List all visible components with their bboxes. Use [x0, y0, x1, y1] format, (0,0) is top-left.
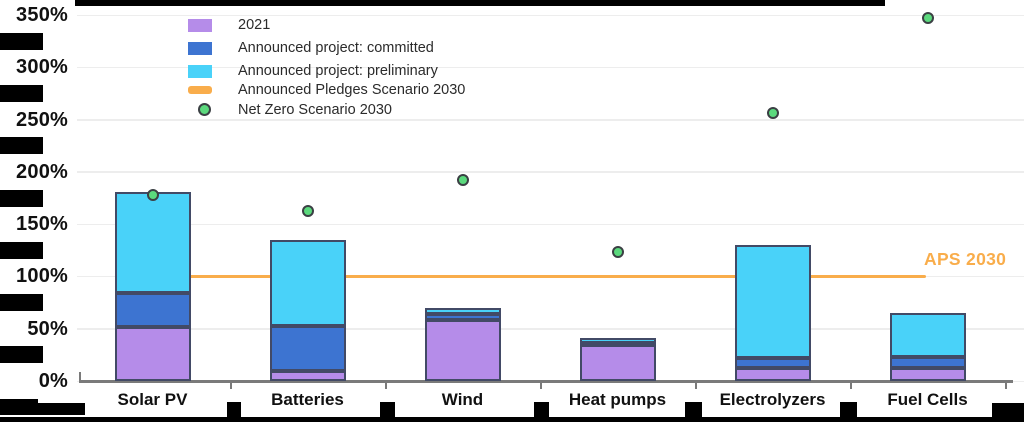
- bar-segment-solar-pv: [114, 191, 191, 294]
- gridline: [77, 14, 1024, 16]
- bar-segment-electrolyzers: [734, 357, 811, 369]
- y-axis-tick-label: 100%: [16, 265, 68, 288]
- y-axis-tick-label: 0%: [38, 370, 68, 392]
- bar-segment-wind: [424, 320, 501, 381]
- bar-segment-fuel-cells: [889, 356, 966, 369]
- legend-item-label: Net Zero Scenario 2030: [238, 102, 392, 118]
- bar-segment-solar-pv: [114, 293, 191, 327]
- x-axis-category-label: Heat pumps: [568, 390, 667, 409]
- aps-2030-annotation: APS 2030: [924, 249, 1007, 269]
- legend-item-label: Announced project: preliminary: [238, 63, 438, 79]
- bar-segment-electrolyzers: [734, 368, 811, 381]
- x-axis-line: [79, 379, 1013, 383]
- x-axis-category-label: Electrolyzers: [719, 390, 826, 409]
- x-axis-tick: [385, 381, 387, 389]
- black-redaction-bar: [0, 84, 43, 102]
- x-axis-category-label: Wind: [441, 390, 484, 409]
- gridline: [77, 66, 1024, 69]
- black-redaction-bar: [0, 32, 43, 50]
- bar-segment-heat-pumps: [579, 343, 656, 348]
- bar-segment-batteries: [269, 325, 346, 371]
- legend-circle-icon: [198, 103, 211, 116]
- x-axis-tick: [1005, 381, 1007, 389]
- legend-swatch-icon: [188, 64, 212, 78]
- bar-segment-heat-pumps: [579, 338, 656, 344]
- legend-line-icon: [188, 86, 212, 94]
- black-redaction-bar: [0, 417, 1024, 422]
- y-axis-tick-label: 200%: [16, 160, 68, 183]
- nze-2030-marker: [921, 12, 934, 25]
- bar-segment-solar-pv: [114, 326, 191, 381]
- black-redaction-bar: [0, 346, 43, 364]
- black-redaction-bar: [227, 402, 241, 417]
- bar-segment-batteries: [269, 239, 346, 326]
- x-axis-category-label: Batteries: [271, 390, 344, 409]
- black-redaction-bar: [0, 189, 43, 207]
- black-redaction-bar: [0, 294, 43, 311]
- x-axis-category-label: Solar PV: [117, 390, 188, 409]
- gridline: [77, 223, 1024, 226]
- x-axis-tick: [850, 381, 852, 389]
- y-axis-tick-label: 350%: [16, 4, 68, 26]
- black-redaction-bar: [685, 402, 702, 417]
- bar-segment-heat-pumps: [579, 344, 656, 381]
- legend-item[interactable]: Announced project: preliminary: [188, 61, 568, 81]
- x-axis-category-label: Fuel Cells: [887, 390, 968, 409]
- gridline: [77, 119, 1024, 121]
- nze-2030-marker: [301, 204, 314, 217]
- black-redaction-bar: [0, 399, 38, 415]
- bar-segment-batteries: [269, 370, 346, 381]
- nze-2030-marker: [611, 246, 624, 259]
- legend-item[interactable]: 2021: [188, 15, 568, 35]
- y-axis-tick-label: 150%: [16, 213, 68, 236]
- black-redaction-bar: [75, 0, 885, 6]
- black-redaction-bar: [38, 403, 85, 415]
- y-axis-tick-label: 50%: [27, 317, 68, 340]
- legend-item-label: Announced project: committed: [238, 40, 434, 56]
- bar-segment-electrolyzers: [734, 245, 811, 358]
- nze-2030-marker: [456, 174, 469, 187]
- black-redaction-bar: [380, 402, 395, 417]
- gridline: [77, 171, 1024, 173]
- legend-item[interactable]: Net Zero Scenario 2030: [188, 100, 568, 120]
- bar-segment-wind: [424, 314, 501, 321]
- nze-2030-marker: [766, 107, 779, 120]
- black-redaction-bar: [534, 402, 549, 417]
- bar-segment-fuel-cells: [889, 368, 966, 381]
- legend-item[interactable]: Announced project: committed: [188, 38, 568, 58]
- black-redaction-bar: [0, 137, 43, 155]
- x-axis-tick: [540, 381, 542, 389]
- legend-swatch-icon: [188, 41, 212, 55]
- bar-segment-fuel-cells: [889, 313, 966, 357]
- nze-2030-marker: [146, 188, 159, 201]
- black-redaction-bar: [0, 241, 43, 259]
- y-axis-tick-label: 250%: [16, 108, 68, 131]
- x-axis-end-tick: [79, 372, 81, 381]
- legend-item-label: Announced Pledges Scenario 2030: [238, 82, 466, 98]
- x-axis-tick: [695, 381, 697, 389]
- legend-item-label: 2021: [238, 17, 271, 33]
- legend-item[interactable]: Announced Pledges Scenario 2030: [188, 80, 568, 100]
- y-axis-tick-label: 300%: [16, 56, 68, 79]
- x-axis-tick: [230, 381, 232, 389]
- bar-segment-wind: [424, 307, 501, 315]
- legend-swatch-icon: [188, 18, 212, 32]
- black-redaction-bar: [992, 403, 1024, 417]
- gridline: [77, 328, 1024, 330]
- aps-reference-line: [152, 274, 926, 278]
- black-redaction-bar: [840, 402, 857, 417]
